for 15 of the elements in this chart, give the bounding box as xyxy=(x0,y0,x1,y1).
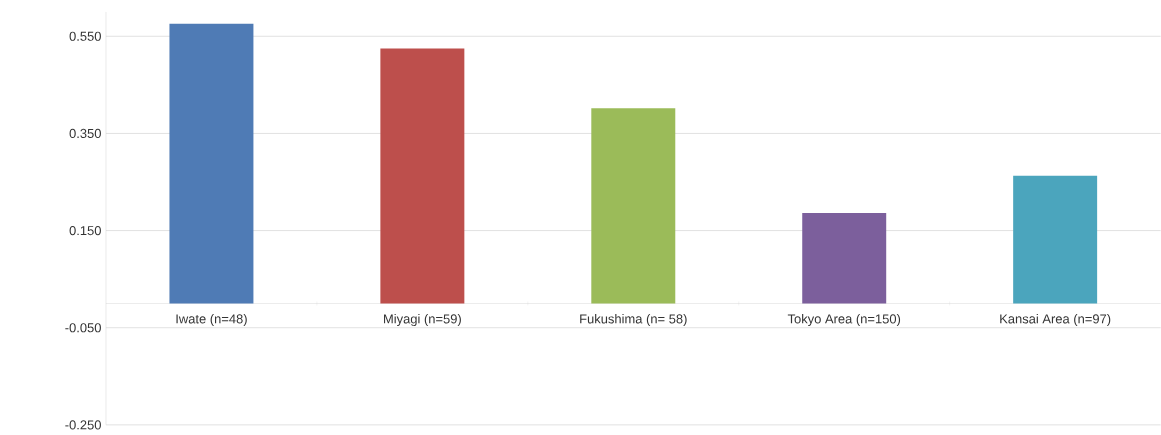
bar xyxy=(1013,175,1098,304)
x-tick-label: Tokyo Area (n=150) xyxy=(787,314,901,327)
bar xyxy=(169,23,254,304)
x-tick-label: Kansai Area (n=97) xyxy=(1000,314,1111,327)
bar xyxy=(802,213,887,304)
y-tick-label: 0.550 xyxy=(69,31,101,41)
x-tick-label: Iwate (n=48) xyxy=(176,314,247,327)
y-tick-label: -0.050 xyxy=(65,323,101,333)
x-tick-label: Fukushima (n= 58) xyxy=(580,314,687,327)
bar xyxy=(380,48,465,304)
bar xyxy=(591,108,676,304)
y-tick-label: 0.150 xyxy=(69,226,101,236)
x-tick-label: Miyagi (n=59) xyxy=(384,314,461,327)
y-tick-label: -0.250 xyxy=(65,420,101,430)
y-tick-label: 0.350 xyxy=(69,128,101,139)
